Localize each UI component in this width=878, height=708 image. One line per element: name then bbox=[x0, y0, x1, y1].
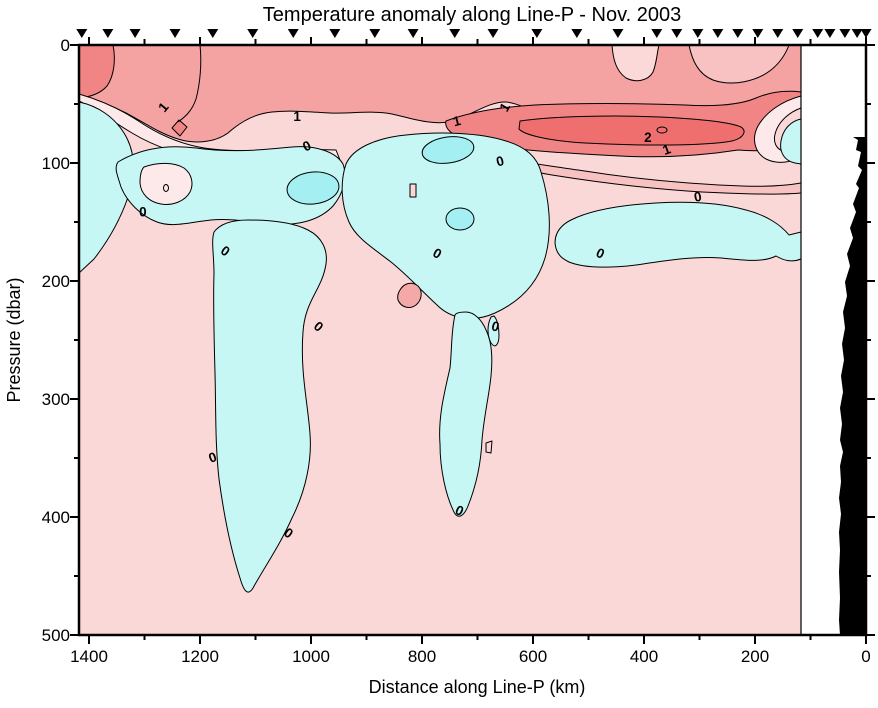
station-marker-triangle bbox=[76, 29, 88, 38]
station-marker-triangle bbox=[169, 29, 181, 38]
contour-label: 0 bbox=[693, 189, 703, 205]
station-marker-triangle bbox=[102, 29, 114, 38]
station-marker-triangle bbox=[487, 29, 499, 38]
contour-label: 0 bbox=[139, 205, 147, 220]
station-marker-triangle bbox=[449, 29, 461, 38]
contour-fill-darkcyan-2 bbox=[445, 207, 475, 231]
x-axis-tick-label: 0 bbox=[861, 647, 870, 666]
station-marker-triangle bbox=[531, 29, 543, 38]
contour-fill-pale-notch bbox=[611, 44, 660, 82]
station-marker-triangle bbox=[612, 29, 624, 38]
station-marker-triangle bbox=[571, 29, 583, 38]
contour-fill-darkcyan-1 bbox=[421, 136, 475, 164]
station-marker-triangle bbox=[651, 29, 663, 38]
contour-fill-cyan-small-sliver bbox=[487, 315, 500, 347]
contour-line-tiny-speck bbox=[163, 184, 169, 192]
station-marker-triangle bbox=[129, 29, 141, 38]
station-marker-triangle bbox=[732, 29, 744, 38]
station-marker-triangle bbox=[824, 29, 836, 38]
contour-line-extra bbox=[177, 44, 202, 123]
station-marker-triangle bbox=[792, 29, 804, 38]
contour-fill-cyan-east-blob bbox=[554, 201, 802, 268]
contour-fill-nearwhite-blob bbox=[139, 162, 193, 205]
y-axis-tick-label: 300 bbox=[42, 390, 70, 409]
station-marker-triangle bbox=[772, 29, 784, 38]
station-marker-triangle bbox=[287, 29, 299, 38]
station-marker-triangle bbox=[407, 29, 419, 38]
y-axis-tick-label: 100 bbox=[42, 154, 70, 173]
x-axis-tick-label: 1200 bbox=[181, 647, 219, 666]
station-marker-triangle bbox=[812, 29, 824, 38]
contour-fill-cyan-edge-patch bbox=[780, 118, 802, 165]
contour-fill-pale-topright bbox=[688, 44, 790, 84]
station-marker-triangle bbox=[671, 29, 683, 38]
y-axis-title: Pressure (dbar) bbox=[4, 277, 24, 402]
contour-fill-darkcyan-3 bbox=[286, 171, 340, 205]
contour-fill-small-diamond bbox=[171, 119, 188, 137]
axis-tick-labels: 0200400600800100012001400010020030040050… bbox=[42, 36, 871, 666]
x-axis-tick-label: 400 bbox=[630, 647, 658, 666]
contour-fill-tiny-notch bbox=[485, 440, 493, 454]
x-axis-tick-label: 800 bbox=[408, 647, 436, 666]
x-axis-tick-label: 1400 bbox=[70, 647, 108, 666]
contour-fill-cyan-mid-tongue bbox=[439, 311, 493, 517]
contour-fill-tiny-pink-sliver bbox=[409, 183, 417, 198]
axis-ticks bbox=[70, 37, 875, 644]
y-axis-tick-label: 0 bbox=[61, 36, 70, 55]
contour-fill-cyan-deep-tongue-west bbox=[212, 219, 327, 593]
contour-fills bbox=[78, 44, 802, 635]
station-marker-triangle bbox=[369, 29, 381, 38]
station-marker-triangle bbox=[839, 29, 851, 38]
x-axis-tick-label: 1000 bbox=[292, 647, 330, 666]
x-axis-tick-label: 200 bbox=[741, 647, 769, 666]
contour-line-core-max bbox=[656, 126, 668, 134]
station-marker-triangle bbox=[752, 29, 764, 38]
contour-label: 0 bbox=[495, 153, 506, 169]
x-axis-tick-label: 600 bbox=[519, 647, 547, 666]
station-marker-triangle bbox=[860, 29, 872, 38]
y-axis-tick-label: 400 bbox=[42, 508, 70, 527]
station-marker-triangle bbox=[207, 29, 219, 38]
chart-title: Temperature anomaly along Line-P - Nov. … bbox=[263, 4, 681, 26]
contour-fill-salmon-spot bbox=[397, 282, 422, 308]
station-marker-triangle bbox=[692, 29, 704, 38]
y-axis-tick-label: 200 bbox=[42, 272, 70, 291]
contour-label: 1 bbox=[451, 113, 463, 130]
station-marker-triangle bbox=[851, 29, 863, 38]
station-marker-triangle bbox=[247, 29, 259, 38]
contour-fill-cyan-mid-blob bbox=[341, 132, 550, 319]
bathymetry-silhouette bbox=[839, 137, 866, 635]
contour-label: 1 bbox=[293, 109, 301, 124]
contour-label: 2 bbox=[644, 130, 652, 145]
y-axis-tick-label: 500 bbox=[42, 626, 70, 645]
contour-label: 0 bbox=[490, 318, 501, 334]
station-marker-triangle bbox=[329, 29, 341, 38]
station-markers bbox=[76, 29, 872, 38]
contour-fill-core-gt2 bbox=[518, 115, 745, 146]
station-marker-triangle bbox=[712, 29, 724, 38]
x-axis-title: Distance along Line-P (km) bbox=[369, 677, 586, 697]
